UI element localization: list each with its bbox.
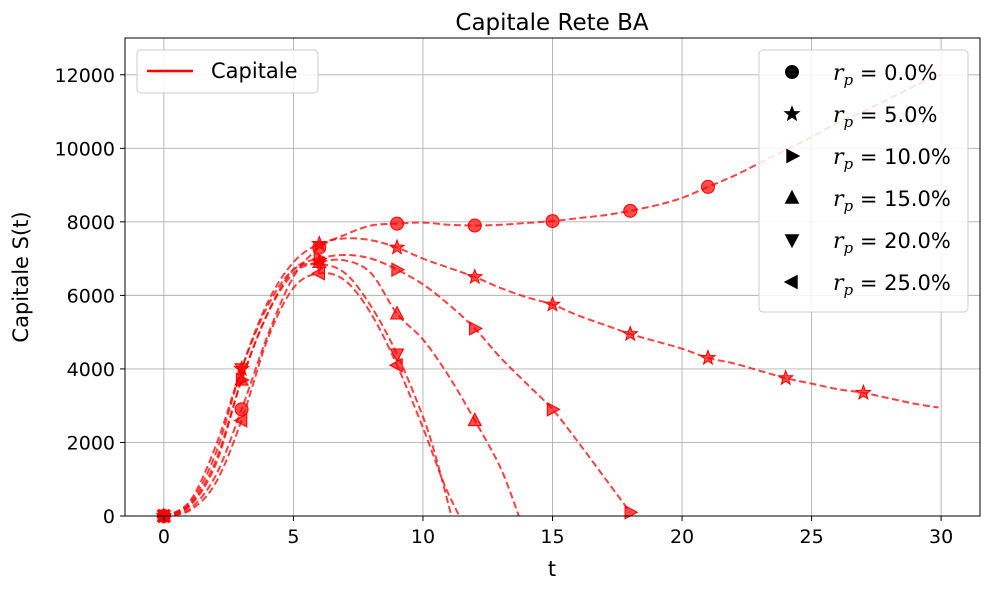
legend-markers: rp = 0.0%rp = 5.0%rp = 10.0%rp = 15.0%rp… bbox=[758, 49, 969, 313]
legend-label-3: rp = 15.0% bbox=[833, 187, 951, 215]
legend-label-0: rp = 0.0% bbox=[833, 61, 937, 89]
legend-symbol-4: r bbox=[833, 229, 845, 254]
legend-marker-4 bbox=[784, 234, 800, 249]
legend-label-1: rp = 5.0% bbox=[833, 103, 937, 131]
y-tick-label-3: 6000 bbox=[67, 285, 115, 307]
series-line-2 bbox=[163, 253, 632, 517]
y-axis-label: Capitale S(t) bbox=[9, 211, 33, 342]
x-axis-label: t bbox=[548, 557, 556, 581]
series-2 bbox=[158, 251, 639, 524]
series-0-point-6 bbox=[623, 203, 638, 218]
series-5-point-1 bbox=[233, 413, 248, 428]
series-1-point-4 bbox=[466, 268, 484, 285]
series-0-point-7 bbox=[700, 179, 715, 194]
series-2-point-6 bbox=[624, 504, 639, 520]
series-5-point-3 bbox=[388, 357, 403, 373]
legend-subscript-1: p bbox=[844, 113, 854, 131]
series-1-point-9 bbox=[854, 383, 872, 401]
legend-capitale-box bbox=[136, 49, 319, 94]
legend-marker-2 bbox=[786, 148, 801, 164]
series-1-point-3 bbox=[388, 238, 406, 255]
legend-entry-2: rp = 10.0% bbox=[786, 145, 951, 173]
legend-subscript-0: p bbox=[844, 71, 854, 89]
legend-label-4: rp = 20.0% bbox=[833, 229, 951, 257]
series-4-point-3 bbox=[389, 348, 405, 363]
legend-marker-0 bbox=[785, 65, 799, 79]
legend-label-2: rp = 10.0% bbox=[833, 145, 951, 173]
y-tick-label-1: 2000 bbox=[67, 432, 115, 454]
legend-label-5: rp = 25.0% bbox=[833, 271, 951, 299]
legend-entry-1: rp = 5.0% bbox=[783, 103, 937, 131]
x-tick-label-2: 10 bbox=[411, 526, 435, 548]
legend-symbol-1: r bbox=[833, 103, 845, 128]
legend-marker-5 bbox=[783, 274, 798, 290]
series-1-point-2 bbox=[310, 234, 328, 252]
x-tick-label-1: 5 bbox=[287, 526, 299, 548]
series-1-point-7 bbox=[699, 348, 717, 366]
series-2-point-5 bbox=[546, 402, 561, 417]
legend-subscript-3: p bbox=[844, 197, 854, 215]
legend-entry-3: rp = 15.0% bbox=[784, 187, 951, 215]
x-tick-label-5: 25 bbox=[799, 526, 823, 548]
series-3-point-3 bbox=[389, 305, 405, 320]
series-0-point-3 bbox=[390, 216, 405, 231]
legend-value-0: = 0.0% bbox=[853, 61, 937, 85]
legend-entry-0: rp = 0.0% bbox=[785, 61, 937, 89]
series-4 bbox=[156, 258, 453, 525]
x-tick-label-4: 20 bbox=[670, 526, 694, 548]
x-tick-label-3: 15 bbox=[540, 526, 564, 548]
series-0-point-5 bbox=[545, 214, 560, 229]
legend-symbol-2: r bbox=[833, 145, 845, 170]
legend-entry-4: rp = 20.0% bbox=[784, 229, 951, 257]
x-tick-label-0: 0 bbox=[158, 526, 170, 548]
legend-capitale-label: Capitale bbox=[211, 59, 298, 83]
series-3-point-4 bbox=[467, 412, 483, 427]
series-4-point-2 bbox=[311, 258, 327, 273]
y-tick-label-2: 4000 bbox=[67, 359, 115, 381]
legend-marker-3 bbox=[784, 189, 800, 204]
legend-subscript-5: p bbox=[844, 281, 854, 299]
legend-symbol-5: r bbox=[833, 271, 845, 296]
legend-symbol-3: r bbox=[833, 187, 845, 212]
legend-marker-entries: rp = 0.0%rp = 5.0%rp = 10.0%rp = 15.0%rp… bbox=[783, 61, 951, 299]
series-5 bbox=[155, 265, 461, 524]
legend-value-4: = 20.0% bbox=[853, 229, 951, 253]
x-axis: 0 5 10 15 20 25 30 bbox=[158, 516, 953, 548]
series-2-point-4 bbox=[469, 321, 483, 336]
y-tick-label-4: 8000 bbox=[67, 212, 115, 234]
legend-value-5: = 25.0% bbox=[853, 271, 951, 295]
legend-value-1: = 5.0% bbox=[853, 103, 937, 127]
y-tick-label-0: 0 bbox=[103, 506, 115, 528]
legend-symbol-0: r bbox=[833, 61, 845, 86]
legend-capitale: Capitale bbox=[136, 49, 319, 94]
y-tick-label-6: 12000 bbox=[55, 65, 115, 87]
series-line-5 bbox=[163, 272, 461, 517]
series-line-3 bbox=[163, 258, 520, 517]
series-5-point-2 bbox=[311, 265, 326, 281]
x-tick-label-6: 30 bbox=[929, 526, 953, 548]
legend-subscript-2: p bbox=[844, 155, 854, 173]
series-1-point-5 bbox=[544, 295, 561, 312]
series-line-4 bbox=[163, 262, 453, 517]
chart-title: Capitale Rete BA bbox=[455, 10, 648, 36]
legend-subscript-4: p bbox=[844, 239, 854, 257]
legend-marker-1 bbox=[783, 105, 801, 122]
series-4-point-1 bbox=[234, 363, 249, 378]
legend-markers-box bbox=[758, 49, 969, 313]
y-axis: 0 2000 4000 6000 8000 10000 12000 bbox=[55, 65, 125, 528]
series-2-point-3 bbox=[391, 262, 406, 277]
legend-value-3: = 15.0% bbox=[853, 187, 951, 211]
y-tick-label-5: 10000 bbox=[55, 138, 115, 160]
legend-value-2: = 10.0% bbox=[853, 145, 951, 169]
series-1-point-6 bbox=[621, 325, 639, 342]
series-0-point-4 bbox=[467, 218, 482, 233]
legend-entry-5: rp = 25.0% bbox=[783, 271, 951, 299]
series-1-point-8 bbox=[777, 369, 795, 386]
